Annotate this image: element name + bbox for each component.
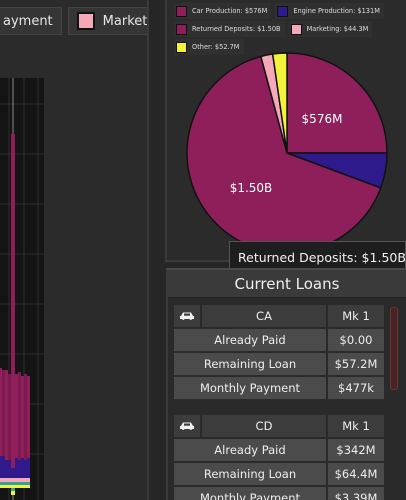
legend-swatch [176,23,187,35]
row-label: Monthly Payment [174,487,326,500]
legend-item-marketing[interactable]: Marketing [67,7,148,35]
loan-row-already-paid: Already Paid $342M [174,439,384,461]
row-label: Already Paid [174,329,326,351]
row-label: Remaining Loan [174,353,326,375]
legend-label: Other: $52.7M [192,43,240,51]
legend-swatch [290,23,302,35]
loan-name: CA [202,305,326,327]
row-value: $342M [328,439,384,461]
slice-label-car-production: $576M [302,112,343,126]
loan-row-remaining-loan: Remaining Loan $57.2M [174,353,384,375]
legend-label: Marketing: $44.3M [306,25,369,33]
row-value: $3.39M [328,487,384,500]
legend-item-payment[interactable]: ayment [0,7,62,35]
pie-legend-car-production[interactable]: Car Production: $576M [174,3,272,19]
row-value: $0.00 [328,329,384,351]
legend-swatch [176,41,187,53]
loan-header-row: CD Mk 1 [174,415,384,437]
loans-scrollbar[interactable] [390,307,398,390]
slice-car-production[interactable] [286,52,388,154]
row-label: Monthly Payment [174,377,326,399]
legend-label: Marketing [102,13,148,29]
loan-row-remaining-loan: Remaining Loan $64.4M [174,463,384,485]
slice-returned-deposits[interactable] [186,55,382,254]
pie-legend-marketing[interactable]: Marketing: $44.3M [288,21,373,37]
stacked-bar-svg [0,78,44,500]
legend-label: Engine Production: $131M [293,7,380,15]
stacked-bar-chart [0,78,44,500]
loans-title: Current Loans [168,270,406,298]
loan-row-monthly-payment: Monthly Payment $477k [174,377,384,399]
loan-header-row: CA Mk 1 [174,305,384,327]
row-value: $64.4M [328,463,384,485]
loan-row-already-paid: Already Paid $0.00 [174,329,384,351]
pie-legend-engine-production[interactable]: Engine Production: $131M [275,3,384,19]
expense-pie-panel: Car Production: $576M Engine Production:… [165,0,406,262]
car-icon [174,415,200,437]
pie-svg: $576M $1.50B [186,52,388,254]
pie-chart: $576M $1.50B [185,50,389,260]
chart-legend: ayment Marketing [0,7,148,35]
loan-card: CA Mk 1 Already Paid $0.00 Remaining Loa… [174,305,384,401]
loan-model: Mk 1 [328,415,384,437]
legend-label: Car Production: $576M [192,7,268,15]
loan-model: Mk 1 [328,305,384,327]
legend-label: Returned Deposits: $1.50B [192,25,281,33]
loan-card: CD Mk 1 Already Paid $342M Remaining Loa… [174,415,384,500]
row-value: $477k [328,377,384,399]
pie-legend-other[interactable]: Other: $52.7M [174,39,244,55]
legend-swatch [76,12,95,30]
row-value: $57.2M [328,353,384,375]
pie-legend-returned-deposits[interactable]: Returned Deposits: $1.50B [174,21,285,37]
current-loans-panel: Current Loans CA Mk 1 Already Paid $0.00… [166,268,406,500]
loan-name: CD [202,415,326,437]
spending-chart-panel: ayment Marketing [0,0,149,500]
legend-swatch [277,5,289,17]
row-label: Remaining Loan [174,463,326,485]
pie-legend: Car Production: $576M Engine Production:… [174,2,404,56]
legend-swatch [176,5,187,17]
legend-label: ayment [3,13,53,29]
loan-row-monthly-payment: Monthly Payment $3.39M [174,487,384,500]
car-icon [174,305,200,327]
slice-label-returned-deposits: $1.50B [230,181,273,195]
slice-other[interactable] [271,52,288,154]
row-label: Already Paid [174,439,326,461]
bar-tall [11,134,15,495]
bars-short [0,368,30,488]
